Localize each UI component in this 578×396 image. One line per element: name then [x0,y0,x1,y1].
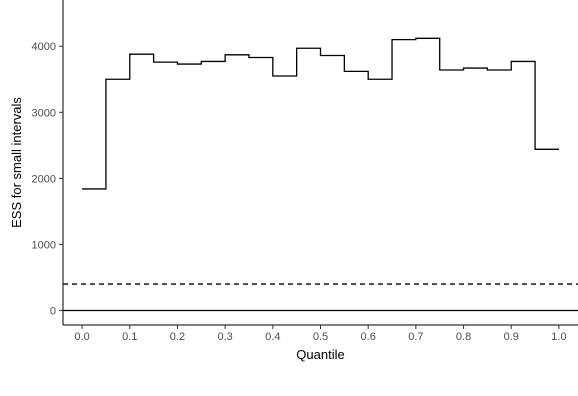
y-axis-title: ESS for small intervals [9,97,24,228]
y-axis: 0 1000 2000 3000 4000 [32,0,64,325]
x-tick-label: 0.3 [217,331,232,343]
x-tick-label: 0.2 [170,331,185,343]
y-tick-label: 2000 [32,173,56,185]
x-tick-label: 0.9 [504,331,519,343]
y-tick-label: 3000 [32,107,56,119]
x-tick-label: 0.6 [361,331,376,343]
x-axis: 0.0 0.1 0.2 0.3 0.4 0.5 0.6 0.7 0.8 0.9 1.0 [63,324,578,343]
x-tick-label: 1.0 [551,331,566,343]
x-axis-title: Quantile [296,347,344,362]
x-tick-label: 0.5 [313,331,328,343]
x-tick-label: 0.7 [408,331,423,343]
x-tick-label: 0.0 [74,331,89,343]
plot-area [63,37,578,312]
y-tick-label: 1000 [32,239,56,251]
y-tick-label: 0 [50,305,56,317]
y-tick-label: 4000 [32,41,56,53]
series-step-line-0 [82,37,559,190]
x-tick-label: 0.4 [265,331,280,343]
x-tick-label: 0.8 [456,331,471,343]
x-tick-label: 0.1 [122,331,137,343]
